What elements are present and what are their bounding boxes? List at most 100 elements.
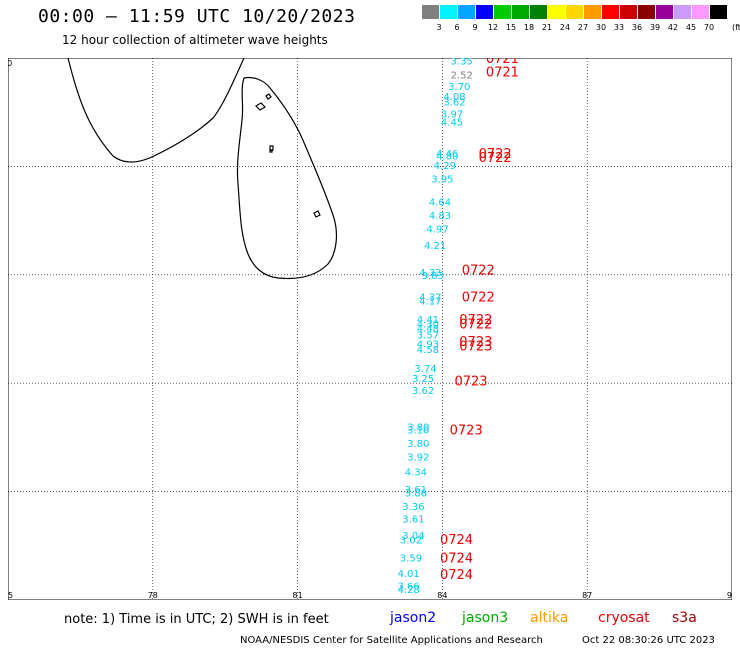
swh-value: 3.86 [405, 489, 427, 500]
swh-value: 4.58 [417, 345, 439, 356]
legend-label: 39 [649, 23, 661, 32]
india-coastline [67, 58, 245, 163]
swh-value: 3.80 [407, 439, 429, 450]
legend-label: 21 [541, 23, 553, 32]
x-tick-label: 75 [8, 591, 13, 600]
legend-swatch [692, 5, 709, 19]
swh-value: 4.83 [429, 211, 451, 222]
pass-time-label: 0722 [479, 147, 512, 162]
pass-time-label: 0722 [459, 318, 492, 333]
legend-swatch [710, 5, 727, 19]
page-subtitle: 12 hour collection of altimeter wave hei… [62, 33, 328, 47]
legend-label: 30 [595, 23, 607, 32]
swh-value: 3.80 [407, 423, 429, 434]
generated-timestamp: Oct 22 08:30:26 UTC 2023 [582, 635, 715, 646]
legend-swatch [476, 5, 493, 19]
x-tick-label: 90 [727, 591, 732, 600]
legend-swatch [602, 5, 619, 19]
pass-time-label: 0722 [462, 263, 495, 278]
legend-label: 12 [487, 23, 499, 32]
legend-swatch [458, 5, 475, 19]
legend-unit: (ft) [731, 23, 740, 32]
legend-swatch [674, 5, 691, 19]
swh-value: 3.92 [407, 452, 429, 463]
swh-value: 3.74 [414, 364, 436, 375]
satellite-s3a: s3a [672, 610, 697, 626]
axis-ticks: 7578818487901086420 [8, 59, 732, 600]
x-tick-label: 78 [148, 591, 158, 600]
pass-time-label: 0722 [479, 151, 512, 166]
swh-value: 4.97 [426, 225, 448, 236]
swh-value: 4.21 [424, 241, 446, 252]
time-labels: 0721072107220722072207220722072207230723… [440, 58, 519, 583]
legend-swatch [656, 5, 673, 19]
pass-time-label: 0722 [462, 290, 495, 305]
swh-value: 4.80 [436, 152, 458, 163]
swh-labels: 3.352.523.704.083.623.974.454.464.804.29… [397, 58, 472, 596]
swh-value: 4.34 [405, 468, 427, 479]
swh-value: 4.45 [441, 117, 463, 128]
swh-value: 4.46 [436, 149, 458, 160]
swh-value: 3.97 [441, 109, 463, 120]
swh-value: 3.35 [451, 58, 473, 68]
swh-value: 3.62 [412, 386, 434, 397]
legend-label: 27 [577, 23, 589, 32]
island-2 [265, 93, 272, 100]
legend-label: 15 [505, 23, 517, 32]
map-frame [8, 58, 732, 600]
legend-swatch [440, 5, 457, 19]
swh-value: 3.61 [402, 515, 424, 526]
x-tick-label: 84 [437, 591, 447, 600]
swh-value: 4.93 [417, 340, 439, 351]
legend-swatch [512, 5, 529, 19]
legend-swatch [620, 5, 637, 19]
sri-lanka-coastline [236, 76, 338, 280]
pass-time-label: 0723 [459, 339, 492, 354]
legend-swatch [566, 5, 583, 19]
legend-swatch [422, 5, 439, 19]
swh-value: 3.62 [443, 97, 465, 108]
swh-value: 3.04 [402, 531, 424, 542]
legend-swatch [494, 5, 511, 19]
legend-label: 36 [631, 23, 643, 32]
map-grid [8, 58, 732, 600]
swh-value: 3.10 [407, 425, 429, 436]
swh-value: 2.52 [451, 70, 473, 81]
pass-time-label: 0723 [454, 374, 487, 389]
x-tick-label: 87 [582, 591, 592, 600]
y-tick-label: 10 [8, 59, 12, 68]
legend-swatch [548, 5, 565, 19]
wave-height-map: 7578818487901086420 3.352.523.704.083.62… [8, 58, 732, 600]
swh-value: 4.48 [417, 324, 439, 335]
swh-value: 3.02 [400, 535, 422, 546]
swh-value: 3.83 [422, 271, 444, 282]
swh-value: 3.36 [402, 502, 424, 513]
swh-value: 4.33 [419, 268, 441, 279]
swh-value: 4.01 [397, 569, 419, 580]
swh-value: 3.95 [431, 174, 453, 185]
legend-label: 24 [559, 23, 571, 32]
page-title: 00:00 – 11:59 UTC 10/20/2023 [38, 6, 356, 27]
pass-time-label: 0721 [486, 66, 519, 81]
swh-value: 3.70 [448, 82, 470, 93]
footnote: note: 1) Time is in UTC; 2) SWH is in fe… [64, 612, 329, 627]
island-5 [269, 149, 273, 153]
pass-time-label: 0724 [440, 552, 473, 567]
swh-value: 4.17 [419, 296, 441, 307]
legend-label: 6 [454, 23, 460, 32]
legend-swatch [530, 5, 547, 19]
island-3 [269, 145, 274, 151]
pass-time-label: 0721 [486, 58, 519, 67]
pass-time-label: 0724 [440, 533, 473, 548]
satellite-cryosat: cryosat [598, 610, 650, 626]
swh-value: 4.28 [397, 585, 419, 596]
swh-value: 3.59 [400, 554, 422, 565]
island-1 [255, 102, 266, 111]
legend-label: 70 [703, 23, 715, 32]
pass-time-label: 0723 [450, 423, 483, 438]
swh-value: 3.66 [397, 581, 419, 592]
swh-value: 4.30 [417, 320, 439, 331]
satellite-altika: altika [530, 610, 569, 626]
swh-value: 4.08 [443, 92, 465, 103]
swh-value: 4.64 [429, 198, 451, 209]
